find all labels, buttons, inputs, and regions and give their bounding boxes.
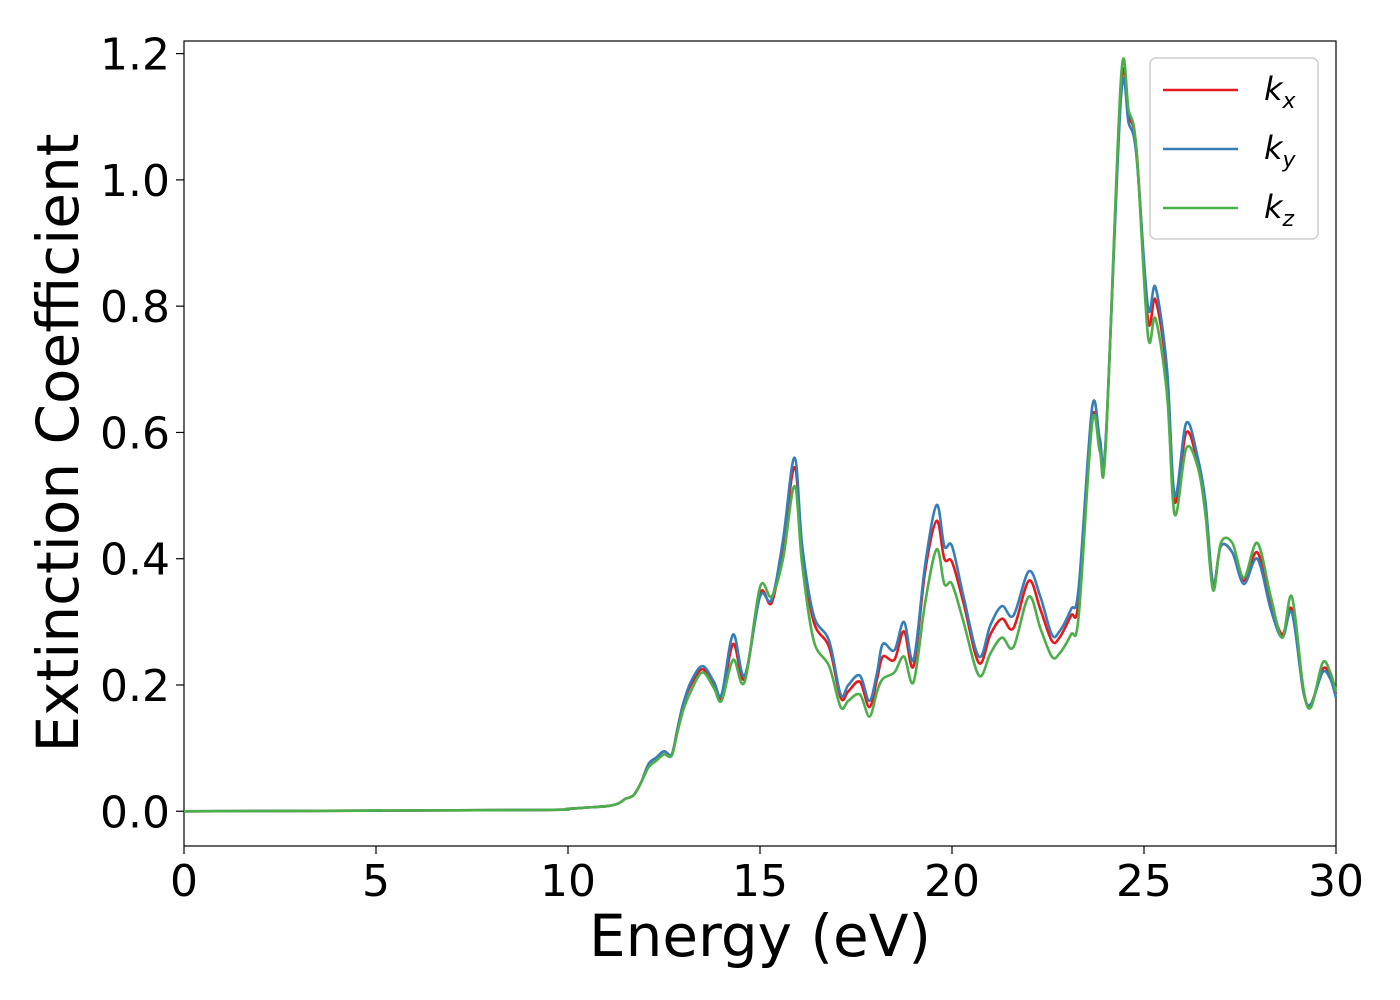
x-tick-label: 10 — [540, 856, 596, 907]
series-line-k_z — [183, 57, 1338, 813]
y-tick-label: 0.6 — [100, 408, 170, 459]
x-axis-label: Energy (eV) — [589, 902, 931, 970]
legend: kx ky kz — [1149, 57, 1319, 240]
series-layer — [183, 57, 1338, 813]
x-tick-label: 5 — [362, 856, 390, 907]
y-tick-label: 0.2 — [100, 661, 170, 712]
plot-area — [183, 40, 1337, 847]
y-tick-label: 0.0 — [100, 787, 170, 838]
y-tick-label: 1.0 — [100, 156, 170, 207]
x-axis-ticks: 0 5 10 15 20 25 30 — [170, 846, 1364, 907]
x-tick-label: 0 — [170, 856, 198, 907]
x-tick-label: 20 — [924, 856, 980, 907]
y-tick-label: 1.2 — [100, 30, 170, 81]
x-tick-label: 30 — [1308, 856, 1364, 907]
x-tick-label: 15 — [732, 856, 788, 907]
y-axis-label: Extinction Coefficient — [24, 134, 92, 753]
legend-label-k_z: kz — [1264, 188, 1295, 232]
y-axis-ticks: 0.0 0.2 0.4 0.6 0.8 1.0 1.2 — [100, 30, 184, 838]
y-tick-label: 0.8 — [100, 282, 170, 333]
legend-label-k_x: kx — [1264, 70, 1297, 114]
legend-label-k_y: ky — [1264, 129, 1297, 173]
x-tick-label: 25 — [1116, 856, 1172, 907]
y-tick-label: 0.4 — [100, 535, 170, 586]
